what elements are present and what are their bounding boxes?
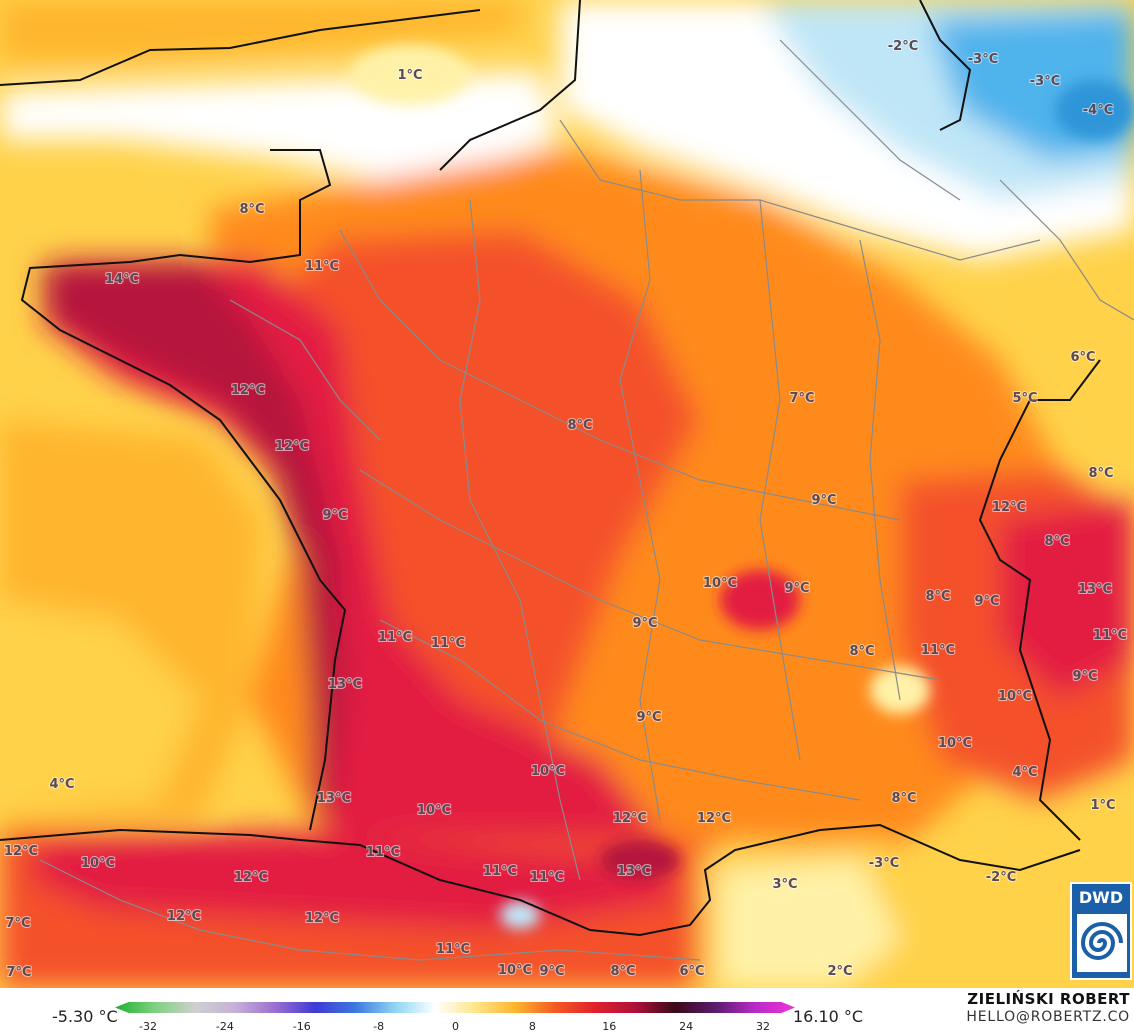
- temperature-label: 6°C: [679, 964, 704, 979]
- temperature-label: 12°C: [231, 383, 265, 398]
- temperature-label: 10°C: [998, 689, 1032, 704]
- temperature-label: 9°C: [784, 581, 809, 596]
- temperature-label: -3°C: [869, 856, 899, 871]
- coastline: [0, 0, 1101, 937]
- temperature-label: 13°C: [328, 677, 362, 692]
- colorbar-tick: 16: [602, 1020, 617, 1033]
- temperature-label: 9°C: [632, 616, 657, 631]
- colorbar-tick: 24: [679, 1020, 694, 1033]
- temperature-label: 8°C: [891, 791, 916, 806]
- temperature-label: 9°C: [322, 508, 347, 523]
- credit: ZIELIŃSKI ROBERT HELLO@ROBERTZ.CO: [966, 990, 1130, 1025]
- temperature-label: 8°C: [1088, 466, 1113, 481]
- temperature-label: 8°C: [925, 589, 950, 604]
- temperature-label: 7°C: [6, 965, 31, 980]
- temperature-label: 4°C: [49, 777, 74, 792]
- temperature-label: 7°C: [5, 916, 30, 931]
- temperature-label: 11°C: [921, 643, 955, 658]
- colorbar: [115, 1002, 795, 1013]
- temperature-label: 7°C: [789, 391, 814, 406]
- temperature-map: 1°C -2°C -3°C -3°C -4°C 8°C 11°C 14°C 6°C 12°C 5°C…: [0, 0, 1134, 988]
- temperature-field: [0, 0, 1134, 988]
- temperature-label: 12°C: [275, 439, 309, 454]
- temperature-label: 9°C: [1072, 669, 1097, 684]
- temperature-label: 10°C: [417, 803, 451, 818]
- colorbar-tick: 0: [452, 1020, 459, 1033]
- temperature-label: -3°C: [968, 52, 998, 67]
- temperature-label: 10°C: [938, 736, 972, 751]
- temperature-label: 8°C: [610, 964, 635, 979]
- temperature-label: 11°C: [431, 636, 465, 651]
- temperature-label: 10°C: [703, 576, 737, 591]
- temperature-label: 12°C: [234, 870, 268, 885]
- temperature-label: -3°C: [1030, 74, 1060, 89]
- colorbar-tick: 32: [756, 1020, 770, 1033]
- temperature-label: 11°C: [378, 630, 412, 645]
- dwd-logo: DWD: [1070, 882, 1132, 980]
- dwd-swirl-icon: [1077, 914, 1127, 972]
- temperature-label: 11°C: [366, 845, 400, 860]
- temperature-label: 8°C: [239, 202, 264, 217]
- temperature-label: 8°C: [849, 644, 874, 659]
- temperature-label: 2°C: [827, 964, 852, 979]
- temperature-label: 11°C: [483, 864, 517, 879]
- temperature-label: 12°C: [305, 911, 339, 926]
- scale-max-label: 16.10 °C: [793, 1007, 864, 1026]
- map-canvas: 1°C -2°C -3°C -3°C -4°C 8°C 11°C 14°C 6°C 12°C 5°C…: [0, 0, 1134, 988]
- temperature-label: 12°C: [697, 811, 731, 826]
- temperature-label: 10°C: [81, 856, 115, 871]
- temperature-label: 10°C: [531, 764, 565, 779]
- temperature-label: 12°C: [4, 844, 38, 859]
- colorbar-tick: -32: [139, 1020, 157, 1033]
- temperature-label: 9°C: [811, 493, 836, 508]
- temperature-label: 12°C: [167, 909, 201, 924]
- temperature-label: 1°C: [1090, 798, 1115, 813]
- temperature-label: 9°C: [539, 964, 564, 979]
- credit-email: HELLO@ROBERTZ.CO: [966, 1009, 1130, 1025]
- temperature-label: 13°C: [1078, 582, 1112, 597]
- temperature-label: 4°C: [1012, 765, 1037, 780]
- scale-min-label: -5.30 °C: [52, 1007, 118, 1026]
- dwd-logo-text: DWD: [1078, 888, 1124, 907]
- temperature-label: 11°C: [305, 259, 339, 274]
- temperature-label: 14°C: [105, 272, 139, 287]
- credit-name: ZIELIŃSKI ROBERT: [967, 990, 1130, 1008]
- temperature-label: 9°C: [974, 594, 999, 609]
- temperature-label: 11°C: [1093, 628, 1127, 643]
- region-borders: [39, 39, 1134, 961]
- temperature-label: 11°C: [436, 942, 470, 957]
- temperature-label: 5°C: [1012, 391, 1037, 406]
- temperature-label: 10°C: [498, 963, 532, 978]
- temperature-label: -4°C: [1083, 103, 1113, 118]
- legend-footer: -5.30 °C 16.10 °C -32 -24 -16 -8 0 8 16 24 32 ZI…: [0, 988, 1134, 1035]
- colorbar-tick: -8: [373, 1020, 385, 1033]
- temperature-label: 11°C: [530, 870, 564, 885]
- colorbar-tick: -24: [215, 1020, 234, 1033]
- temperature-label: 13°C: [317, 791, 351, 806]
- temperature-label: 9°C: [636, 710, 661, 725]
- temperature-label: 3°C: [772, 877, 797, 892]
- colorbar-tick: -16: [292, 1020, 311, 1033]
- temperature-label: -2°C: [986, 870, 1016, 885]
- temperature-label: 8°C: [567, 418, 592, 433]
- colorbar-tick: 8: [528, 1020, 536, 1033]
- temperature-label: 6°C: [1070, 350, 1095, 365]
- local-anomalies: [350, 45, 1134, 929]
- temperature-label: 1°C: [397, 68, 422, 83]
- temperature-label: 13°C: [617, 864, 651, 879]
- temperature-label: 12°C: [992, 500, 1026, 515]
- temperature-label: 8°C: [1044, 534, 1069, 549]
- temperature-label: -2°C: [888, 39, 918, 54]
- temperature-label: 12°C: [613, 811, 647, 826]
